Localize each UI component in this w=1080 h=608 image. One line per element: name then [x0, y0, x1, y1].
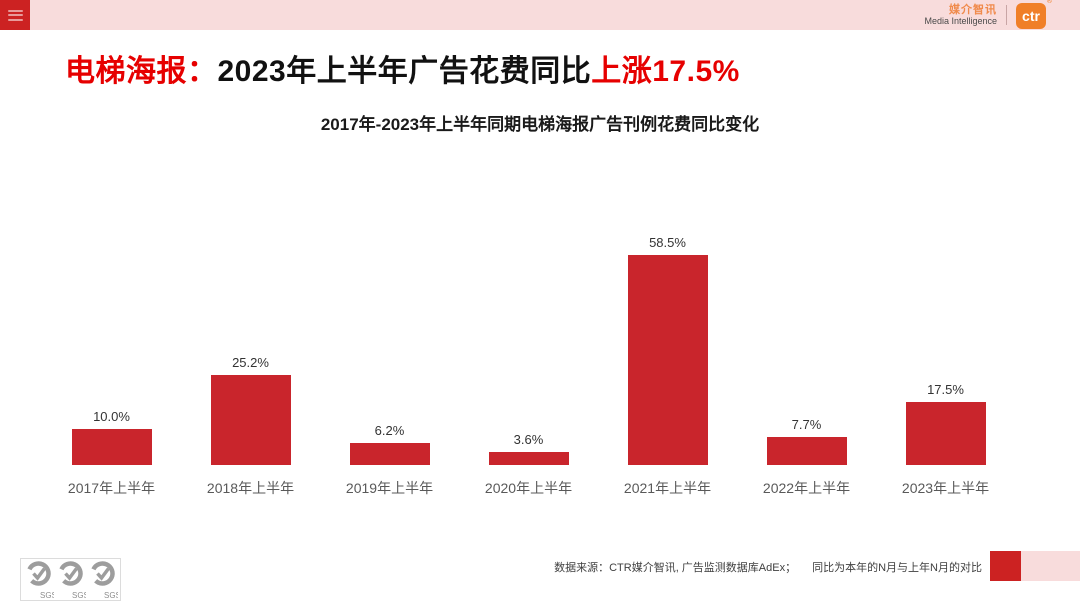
top-bar: 媒介智讯 Media Intelligence ctr ®	[0, 0, 1080, 30]
source-text: 数据来源：CTR媒介智讯, 广告监测数据库AdEx；	[554, 562, 797, 574]
x-axis-label: 2023年上半年	[901, 480, 990, 496]
sgs-logo-icon: SGS	[58, 561, 86, 600]
x-axis-label: 2019年上半年	[345, 480, 434, 496]
corner-accent-pink	[1021, 551, 1080, 581]
brand-divider	[1006, 5, 1007, 25]
bar-chart: 10.0% 25.2% 6.2% 3.6% 58.5% 7.7% 17.5%	[42, 235, 1015, 465]
bar-value-label: 58.5%	[649, 235, 686, 250]
corner-accent-red	[990, 551, 1021, 581]
sgs-logo-icon: SGS	[26, 561, 54, 600]
bar-value-label: 25.2%	[232, 355, 269, 370]
brand-name-en: Media Intelligence	[924, 16, 997, 27]
bar-group: 25.2%	[181, 355, 320, 465]
page-title: 电梯海报：2023年上半年广告花费同比上涨17.5%	[65, 46, 740, 90]
bar	[627, 255, 708, 465]
bar	[71, 429, 152, 465]
chart-title: 2017年-2023年上半年同期电梯海报广告刊例花费同比变化	[320, 115, 760, 134]
bar-group: 58.5%	[598, 235, 737, 465]
ctr-logo: ctr ®	[1016, 0, 1052, 29]
x-axis-labels: 2017年上半年 2018年上半年 2019年上半年 2020年上半年 2021年上半年…	[42, 478, 1015, 498]
title-highlight: 上涨17.5%	[591, 55, 740, 88]
registered-mark-icon: ®	[1046, 0, 1052, 5]
data-source-note: 数据来源：CTR媒介智讯, 广告监测数据库AdEx； 同比为本年的N月与上年N月的…	[554, 559, 982, 575]
bar-group: 10.0%	[42, 409, 181, 465]
svg-text:SGS: SGS	[40, 591, 54, 600]
bar	[905, 402, 986, 465]
bar	[349, 443, 430, 465]
x-axis-label: 2020年上半年	[484, 480, 573, 496]
sgs-certification-logos: SGS SGS SGS	[20, 558, 121, 601]
bar-value-label: 7.7%	[791, 417, 822, 432]
x-axis-label: 2022年上半年	[762, 480, 851, 496]
bar-group: 3.6%	[459, 432, 598, 465]
menu-button[interactable]	[0, 0, 30, 30]
bar-value-label: 10.0%	[93, 409, 130, 424]
sgs-logo-icon: SGS	[90, 561, 118, 600]
svg-text:SGS: SGS	[72, 591, 86, 600]
bar	[766, 437, 847, 465]
bar-group: 7.7%	[737, 417, 876, 465]
comparison-note: 同比为本年的N月与上年N月的对比	[812, 562, 982, 574]
title-body: 2023年上半年广告花费同比	[217, 55, 592, 88]
x-axis-label: 2017年上半年	[67, 480, 156, 496]
bar	[488, 452, 569, 465]
bar-value-label: 6.2%	[374, 423, 405, 438]
bar-value-label: 17.5%	[927, 382, 964, 397]
ctr-logo-box: ctr	[1016, 3, 1046, 29]
bar-group: 17.5%	[876, 382, 1015, 465]
bar	[210, 375, 291, 465]
brand-text: 媒介智讯 Media Intelligence	[924, 4, 997, 27]
brand-name-cn: 媒介智讯	[949, 3, 997, 16]
title-topic: 电梯海报：	[65, 55, 218, 88]
x-axis-label: 2021年上半年	[623, 480, 712, 496]
x-axis-label: 2018年上半年	[206, 480, 295, 496]
bar-group: 6.2%	[320, 423, 459, 465]
brand-logo: 媒介智讯 Media Intelligence ctr ®	[924, 0, 1052, 29]
svg-text:SGS: SGS	[104, 591, 118, 600]
bar-value-label: 3.6%	[513, 432, 544, 447]
hamburger-icon	[7, 7, 23, 23]
